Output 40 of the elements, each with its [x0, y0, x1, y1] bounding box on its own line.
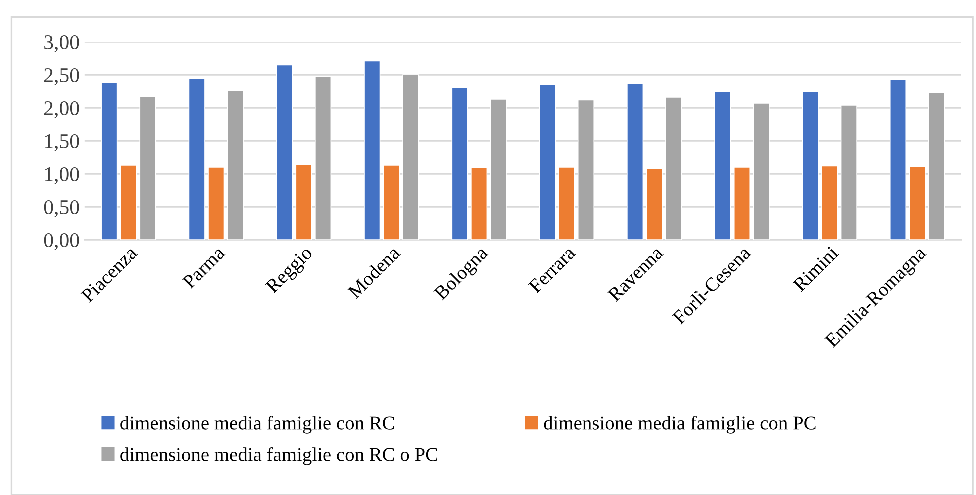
bar [188, 78, 206, 240]
bar [909, 166, 926, 240]
bar [734, 167, 751, 240]
bar [539, 84, 556, 240]
bar [558, 167, 576, 240]
bar [383, 165, 400, 240]
bar [490, 99, 507, 240]
bar [140, 96, 156, 240]
bar [315, 76, 332, 240]
legend-label: dimensione media famiglie con PC [544, 416, 816, 434]
bar [402, 74, 420, 240]
bar [276, 64, 294, 240]
legend-label: dimensione media famiglie con RC o PC [120, 447, 438, 466]
bar [802, 91, 819, 240]
y-tick-label: 0,00 [44, 233, 80, 251]
bar [714, 91, 732, 240]
bar [227, 90, 244, 240]
y-tick-label: 2,00 [44, 101, 80, 119]
y-tick-label: 0,50 [44, 200, 80, 218]
bar [101, 82, 118, 240]
bar [646, 168, 663, 240]
bar [666, 97, 682, 240]
bar [840, 105, 858, 240]
y-tick-label: 1,00 [45, 167, 80, 185]
bar [208, 167, 225, 240]
bar [753, 103, 770, 240]
bar [471, 168, 488, 240]
bar [364, 60, 381, 240]
bar [452, 87, 468, 240]
bar [578, 100, 595, 240]
bar [822, 166, 838, 240]
bar [890, 79, 907, 240]
bar [928, 92, 946, 240]
legend-label: dimensione media famiglie con RC [120, 416, 394, 434]
bar [120, 165, 138, 240]
y-tick-label: 3,00 [44, 35, 80, 53]
y-tick-label: 1,50 [45, 134, 80, 152]
bar [627, 83, 644, 240]
y-tick-label: 2,50 [44, 68, 80, 86]
bar [296, 164, 312, 240]
